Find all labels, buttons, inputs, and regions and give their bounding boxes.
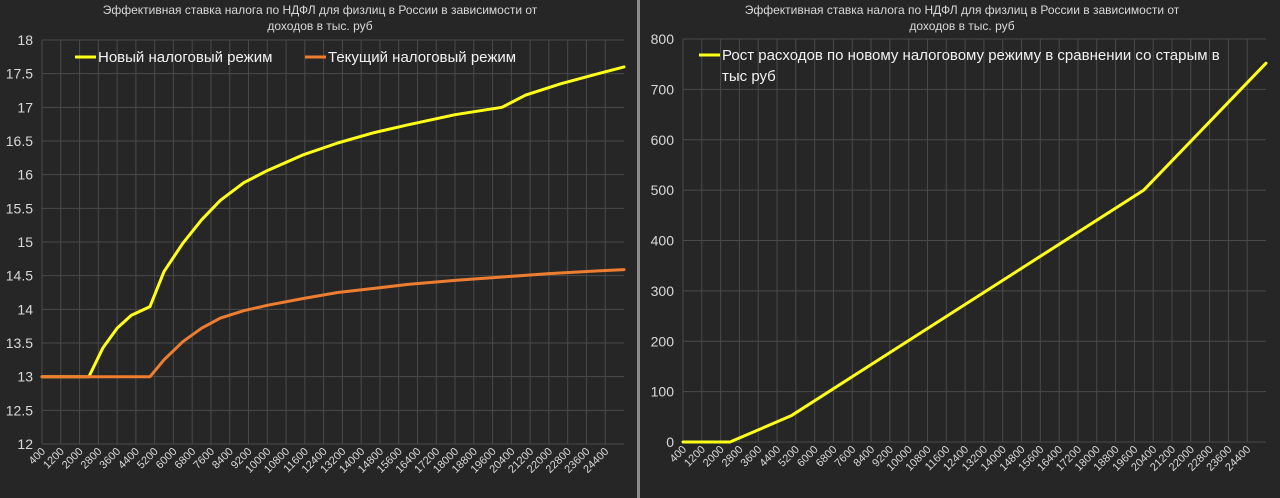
chart-1-title-line: Эффективная ставка налога по НДФЛ для фи… [103, 3, 538, 17]
chart-2-y-tick-label: 800 [651, 31, 675, 47]
chart-2-legend-label: тыс руб [722, 68, 776, 85]
chart-1-legend-label: Текущий налоговый режим [328, 49, 516, 66]
chart-2-y-tick-label: 0 [666, 434, 674, 450]
chart-2-series-line-1 [681, 61, 1268, 444]
chart-1-y-tick-label: 14.5 [6, 268, 33, 284]
chart-2-y-tick-label: 200 [651, 333, 675, 349]
chart-2-y-tick-label: 700 [651, 81, 675, 97]
chart-1-y-tick-label: 16.5 [6, 133, 33, 149]
chart-1-y-tick-label: 18 [17, 32, 33, 48]
chart-2-y-tick-label: 600 [651, 132, 675, 148]
chart-2-y-tick-label: 500 [651, 182, 675, 198]
chart-1-y-tick-label: 12.5 [6, 402, 33, 418]
chart-2-title-line: доходов в тыс. руб [909, 19, 1014, 33]
chart-1-y-tick-label: 15 [17, 234, 33, 250]
chart-1-y-tick-label: 17.5 [6, 66, 33, 82]
chart-1-y-tick-label: 17 [17, 99, 33, 115]
tax-rate-chart: Эффективная ставка налога по НДФЛ для фи… [6, 3, 626, 476]
chart-1-y-tick-label: 16 [17, 167, 33, 183]
chart-1-y-tick-label: 15.5 [6, 200, 33, 216]
chart-2-y-tick-label: 100 [651, 384, 675, 400]
chart-1-series-line-1 [40, 65, 626, 379]
chart-2-y-tick-label: 300 [651, 283, 675, 299]
chart-2-y-tick-label: 400 [651, 233, 675, 249]
chart-2-title-line: Эффективная ставка налога по НДФЛ для фи… [745, 3, 1180, 17]
chart-2-legend-label: Рост расходов по новому налоговому режим… [722, 47, 1220, 64]
chart-1-y-tick-label: 13 [17, 369, 33, 385]
chart-1-title-line: доходов в тыс. руб [267, 19, 372, 33]
chart-1-y-tick-label: 12 [17, 436, 33, 452]
panel-divider [637, 0, 640, 498]
chart-1-legend-label: Новый налоговый режим [98, 49, 272, 66]
cost-growth-chart: Эффективная ставка налога по НДФЛ для фи… [651, 3, 1268, 474]
chart-1-series-line-2 [40, 268, 626, 379]
chart-1-y-tick-label: 14 [17, 301, 33, 317]
chart-1-y-tick-label: 13.5 [6, 335, 33, 351]
